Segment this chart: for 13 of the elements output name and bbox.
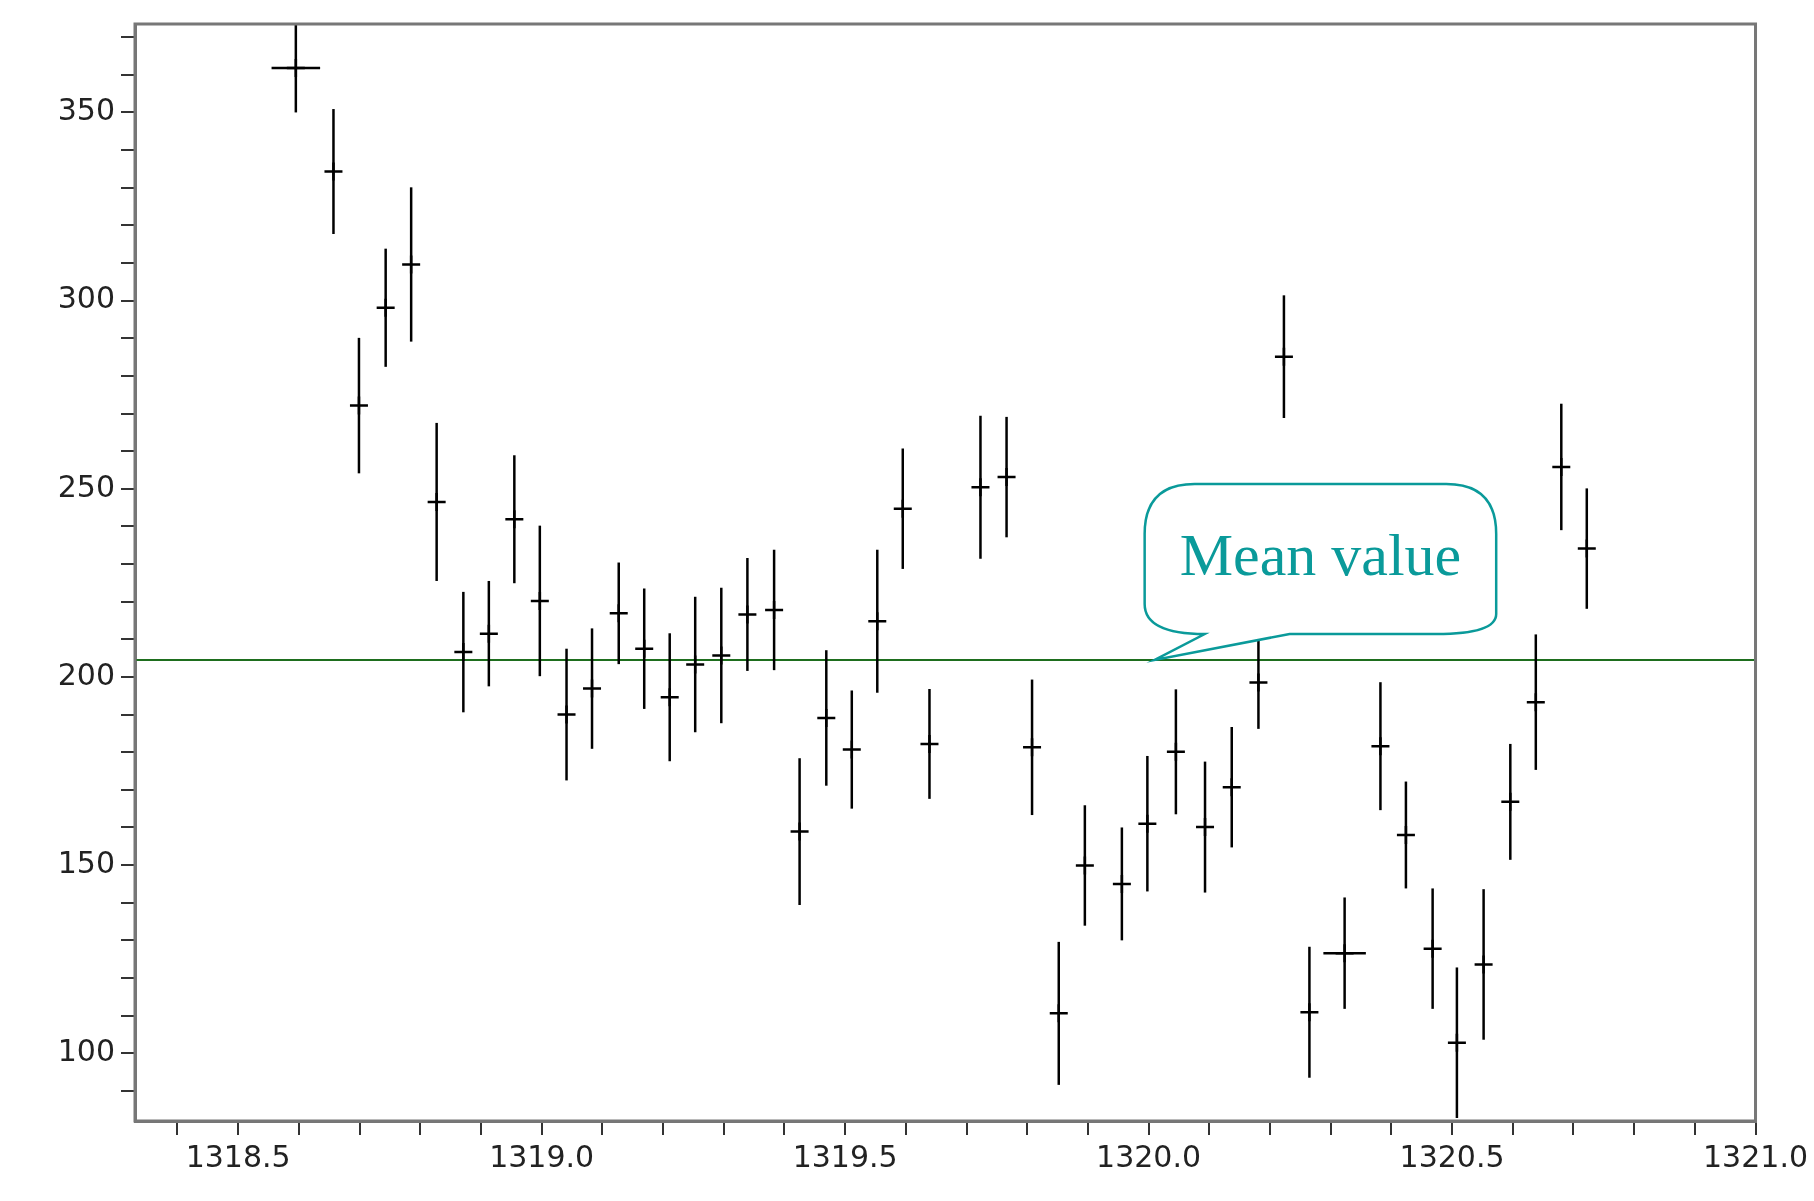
x-tick-label: 1320.0 — [1096, 1138, 1202, 1174]
x-tick-label: 1321.0 — [1703, 1138, 1809, 1174]
y-tick-label: 250 — [57, 468, 115, 504]
x-tick-label: 1319.0 — [489, 1138, 595, 1174]
annotation: Mean value — [1179, 521, 1462, 588]
x-tick-label: 1320.5 — [1399, 1138, 1505, 1174]
x-tick-label: 1319.5 — [792, 1138, 898, 1174]
y-tick-label: 200 — [57, 656, 115, 692]
y-tick-label: 350 — [57, 92, 115, 128]
y-tick-label: 100 — [57, 1033, 115, 1069]
y-tick-label: 300 — [57, 280, 115, 316]
y-tick-label: 150 — [57, 844, 115, 880]
x-tick-label: 1318.5 — [185, 1138, 291, 1174]
